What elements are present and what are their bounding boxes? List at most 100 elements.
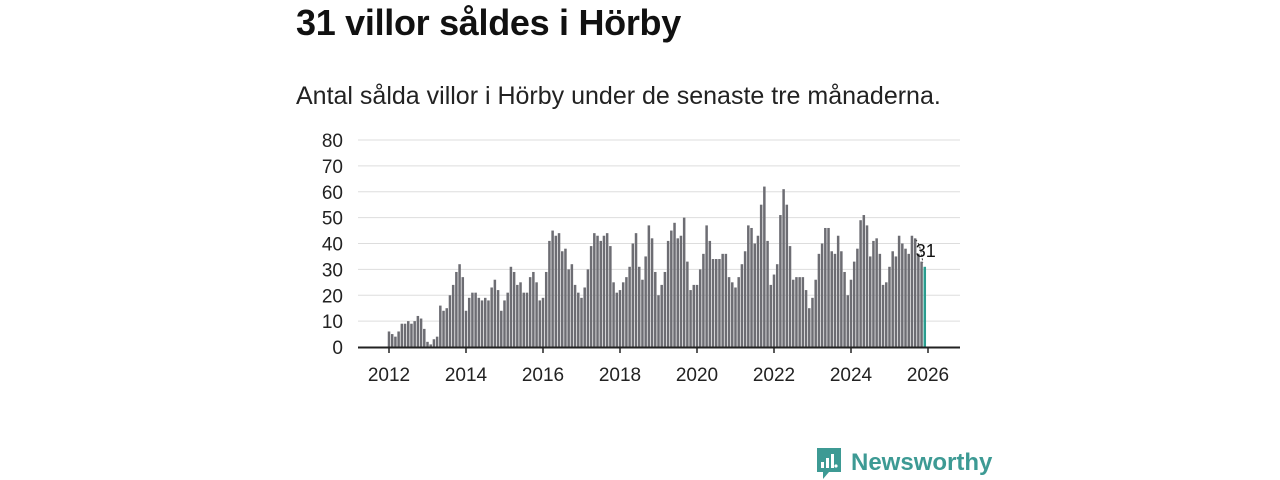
bar — [628, 266, 631, 347]
bar — [836, 235, 840, 347]
bar — [731, 282, 734, 347]
bar — [599, 240, 602, 347]
bar — [872, 240, 875, 347]
bar — [795, 277, 798, 347]
bar — [817, 253, 821, 347]
bar — [593, 233, 596, 347]
bar — [387, 331, 391, 347]
x-tick-label: 2014 — [445, 365, 488, 386]
bar — [804, 290, 808, 347]
bar — [612, 282, 615, 347]
bar — [692, 284, 696, 347]
bar — [496, 290, 500, 347]
bar — [535, 282, 538, 347]
bar — [917, 253, 920, 347]
bar — [820, 243, 824, 347]
bar — [788, 246, 792, 347]
bar — [721, 253, 724, 347]
highlight-bar — [923, 266, 927, 347]
bar — [849, 279, 853, 347]
y-tick-label: 30 — [322, 260, 343, 281]
bar — [856, 248, 859, 347]
bar — [785, 204, 789, 347]
bar — [554, 235, 558, 347]
bar — [657, 295, 660, 347]
bar — [702, 253, 705, 347]
bar — [756, 235, 760, 347]
bar — [618, 290, 622, 347]
bar — [801, 277, 805, 347]
annotation-connector — [915, 239, 924, 263]
bar — [390, 334, 394, 347]
bar — [400, 323, 404, 347]
bar — [413, 321, 416, 347]
bar — [509, 266, 513, 347]
bar — [503, 300, 506, 347]
bar — [564, 248, 567, 347]
bar — [500, 310, 503, 347]
bar — [589, 246, 593, 347]
y-tick-label: 50 — [322, 209, 343, 230]
bar — [474, 292, 477, 347]
page-title: 31 villor såldes i Hörby — [296, 2, 681, 43]
x-tick-label: 2020 — [676, 365, 718, 386]
bar — [843, 271, 846, 347]
bar — [439, 305, 442, 347]
bar — [779, 215, 782, 347]
bar — [458, 264, 461, 347]
bar — [625, 277, 628, 347]
bar — [682, 217, 686, 347]
bar — [897, 235, 901, 347]
bar — [567, 269, 570, 347]
bar — [904, 248, 907, 347]
bar — [747, 225, 750, 347]
bar — [544, 271, 548, 347]
bar — [766, 240, 769, 347]
bar — [695, 284, 699, 347]
annotation-label: 31 — [916, 241, 936, 261]
bar — [840, 251, 843, 347]
bar — [901, 243, 904, 347]
bar — [423, 328, 426, 347]
bar — [724, 253, 728, 347]
y-tick-label: 70 — [322, 157, 343, 178]
bar — [782, 189, 785, 347]
bar — [705, 225, 708, 347]
bar — [647, 225, 651, 347]
bar — [808, 308, 811, 347]
y-tick-label: 60 — [322, 183, 343, 204]
bar — [650, 238, 654, 347]
x-tick-label: 2016 — [522, 365, 564, 386]
bar — [580, 297, 583, 347]
bar — [654, 271, 657, 347]
bar — [852, 261, 856, 347]
x-tick-label: 2024 — [830, 365, 873, 386]
bar — [445, 308, 448, 347]
bar — [451, 284, 455, 347]
bar — [403, 323, 407, 347]
bar — [907, 253, 910, 347]
newsworthy-logo-text: Newsworthy — [851, 449, 993, 476]
bar — [698, 269, 702, 347]
bar — [461, 277, 465, 347]
bar — [673, 222, 676, 347]
bar — [516, 284, 519, 347]
bar — [557, 233, 561, 347]
bar — [759, 204, 763, 347]
bar — [689, 290, 692, 347]
bar — [577, 292, 580, 347]
bar — [560, 251, 564, 347]
y-tick-label: 20 — [322, 286, 343, 307]
bar — [666, 240, 670, 347]
bar — [885, 282, 888, 347]
bar — [596, 235, 599, 347]
bar — [644, 256, 647, 347]
bar — [708, 240, 712, 347]
bar — [859, 220, 862, 347]
bar — [455, 271, 458, 347]
bar — [865, 225, 869, 347]
bar — [483, 297, 487, 347]
bar — [541, 297, 545, 347]
bar — [734, 287, 737, 347]
